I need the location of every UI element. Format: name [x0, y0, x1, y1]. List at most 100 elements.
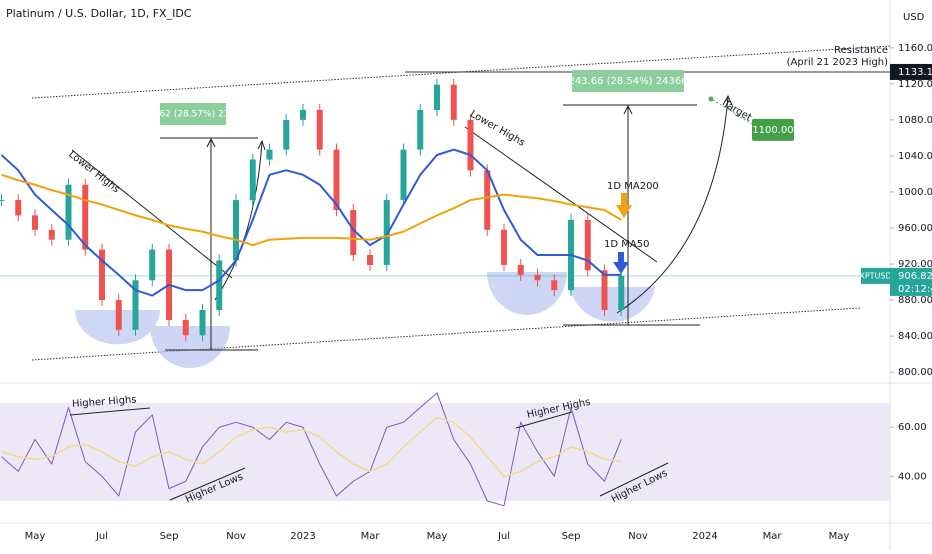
candle	[450, 84, 457, 120]
candle	[249, 159, 256, 201]
axes: 1160.00 1120.00 1080.00 1040.00 1000.00 960.0…	[25, 43, 932, 542]
currency-label: USD	[903, 12, 925, 23]
candle	[233, 200, 239, 261]
bottom-shape	[570, 287, 655, 322]
y-tick-label: 1000.00	[898, 187, 932, 198]
y-tick-label: 60.00	[898, 422, 927, 433]
resistance-label: (April 21 2023 High)	[787, 57, 888, 68]
series-line	[1, 416, 622, 478]
resistance-label: Resistance	[834, 45, 888, 56]
x-tick-label: Mar	[361, 531, 381, 542]
y-tick-label: 800.00	[898, 367, 932, 378]
plot	[0, 78, 890, 507]
candle	[132, 280, 139, 330]
x-tick-label: Nov	[628, 531, 648, 542]
symbol-box	[861, 267, 890, 284]
chart-title: Platinum / U.S. Dollar, 1D, FX_IDC	[6, 7, 192, 20]
ma200-label: 1D MA200	[607, 181, 659, 192]
candle	[517, 264, 524, 275]
arrow-head	[257, 139, 266, 151]
series-line	[1, 173, 622, 247]
candle	[0, 200, 5, 202]
y-tick-label: 1040.00	[898, 151, 932, 162]
x-tick-label: Jul	[95, 531, 108, 542]
arrow-head	[722, 94, 733, 106]
higher-highs-label: Higher Highs	[72, 395, 137, 410]
rsi-trend-line	[599, 462, 669, 497]
candle	[48, 229, 55, 240]
candle	[367, 255, 373, 265]
rsi-trend-line	[169, 467, 246, 501]
candle	[99, 249, 105, 301]
target-dot	[708, 96, 714, 102]
candle	[115, 300, 122, 330]
candle	[199, 310, 206, 336]
measure-label-box	[572, 70, 684, 92]
candle	[65, 184, 72, 240]
candle	[584, 219, 591, 271]
candle	[501, 229, 507, 265]
x-tick-label: Mar	[763, 531, 783, 542]
candle	[618, 275, 625, 311]
candle	[182, 319, 189, 336]
resistance-price-box	[890, 63, 932, 80]
candle	[350, 209, 357, 256]
candle	[551, 280, 558, 291]
series-line	[0, 148, 622, 297]
rsi-trend-line	[69, 407, 151, 416]
x-tick-label: Nov	[226, 531, 246, 542]
candle	[283, 119, 290, 150]
x-tick-label: 2023	[290, 531, 315, 542]
y-tick-label: 1120.00	[898, 79, 932, 90]
last-price-label: 906.82	[898, 271, 932, 282]
candle	[417, 109, 424, 150]
rsi-band	[0, 402, 890, 501]
x-tick-label: Jul	[497, 531, 510, 542]
candle	[434, 84, 440, 110]
measure-label: 243.66 (28.54%) 24366	[568, 76, 687, 87]
resistance-price-label: 1133.15	[898, 67, 932, 78]
measure-label: 235.62 (28.57%) 23562	[139, 110, 246, 120]
y-tick-label: 40.00	[898, 471, 927, 482]
candle	[216, 260, 223, 311]
candle	[149, 249, 156, 281]
y-tick-label: 960.00	[898, 223, 932, 234]
candle	[316, 109, 323, 150]
y-tick-label: 880.00	[898, 295, 932, 306]
candle	[467, 119, 474, 171]
candle	[333, 149, 340, 210]
candle	[383, 200, 390, 265]
last-price-box	[890, 267, 932, 296]
y-tick-label: 1160.00	[898, 43, 932, 54]
candle	[82, 184, 89, 250]
candle	[300, 109, 306, 120]
arrow-head	[206, 137, 216, 148]
x-tick-label: Sep	[160, 531, 179, 542]
x-tick-label: May	[427, 531, 448, 542]
bottom-shape	[487, 272, 567, 315]
trend-line	[71, 149, 233, 279]
trend-line	[464, 126, 658, 263]
candle	[32, 215, 38, 230]
symbol-label: XPTUSD	[859, 271, 891, 280]
projection-arrow	[214, 141, 263, 301]
arrow-head	[623, 104, 633, 115]
y-tick-label: 840.00	[898, 331, 932, 342]
measure-2	[563, 94, 733, 326]
target-price-label: 1100.00	[752, 125, 793, 136]
ma200-arrow	[616, 193, 632, 218]
rsi-trend-line	[515, 411, 573, 429]
countdown-label: 02:12:43	[898, 284, 932, 295]
projection-arrow	[616, 96, 729, 314]
ma50-label: 1D MA50	[604, 239, 649, 250]
x-tick-label: May	[25, 531, 46, 542]
x-tick-label: Sep	[562, 531, 581, 542]
series-line	[1, 392, 622, 507]
candle	[601, 270, 608, 311]
measure-1	[160, 137, 266, 351]
target-box	[752, 118, 794, 141]
y-tick-label: 920.00	[898, 259, 932, 270]
x-tick-label: May	[829, 531, 850, 542]
